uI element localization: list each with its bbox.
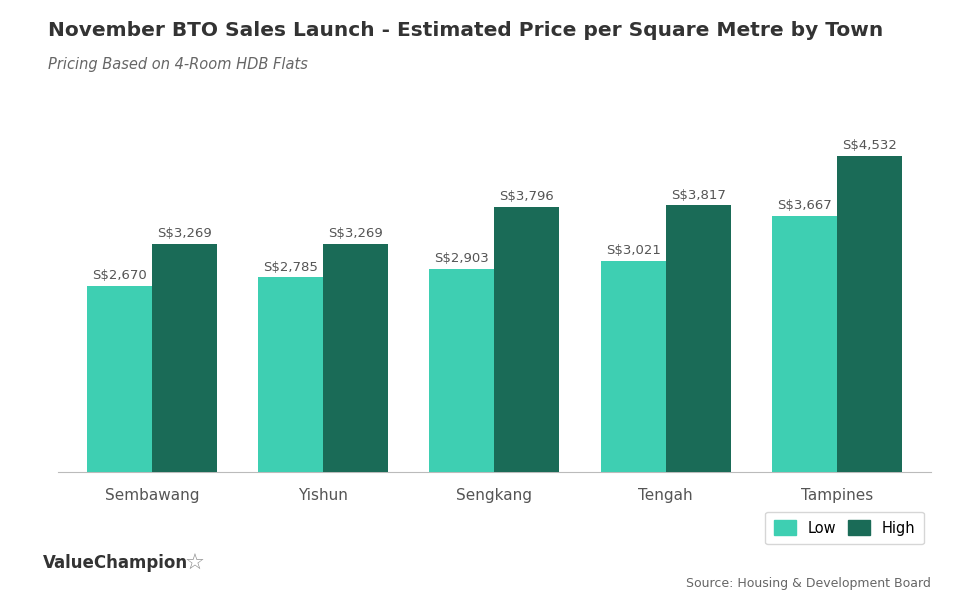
- Bar: [837, 155, 902, 472]
- Bar: [324, 244, 388, 472]
- Bar: [152, 244, 217, 472]
- Text: S$3,667: S$3,667: [777, 199, 831, 212]
- Legend: Low, High: Low, High: [765, 512, 924, 544]
- Text: S$3,269: S$3,269: [328, 227, 383, 240]
- Text: S$3,817: S$3,817: [671, 189, 726, 201]
- Text: S$4,532: S$4,532: [842, 139, 897, 152]
- Text: Pricing Based on 4-Room HDB Flats: Pricing Based on 4-Room HDB Flats: [48, 57, 308, 73]
- Text: S$3,796: S$3,796: [499, 190, 554, 203]
- Bar: [429, 269, 494, 472]
- Bar: [665, 206, 731, 472]
- Bar: [258, 278, 324, 472]
- Text: Source: Housing & Development Board: Source: Housing & Development Board: [686, 577, 931, 590]
- Bar: [601, 261, 665, 472]
- Text: November BTO Sales Launch - Estimated Price per Square Metre by Town: November BTO Sales Launch - Estimated Pr…: [48, 21, 883, 40]
- Text: S$2,670: S$2,670: [92, 269, 147, 282]
- Bar: [494, 207, 560, 472]
- Text: S$3,021: S$3,021: [606, 244, 660, 257]
- Text: ValueChampion: ValueChampion: [43, 554, 188, 572]
- Text: ☆: ☆: [184, 554, 204, 574]
- Bar: [86, 286, 152, 472]
- Bar: [772, 216, 837, 472]
- Text: S$3,269: S$3,269: [157, 227, 212, 240]
- Text: S$2,903: S$2,903: [435, 252, 490, 266]
- Text: S$2,785: S$2,785: [263, 261, 318, 273]
